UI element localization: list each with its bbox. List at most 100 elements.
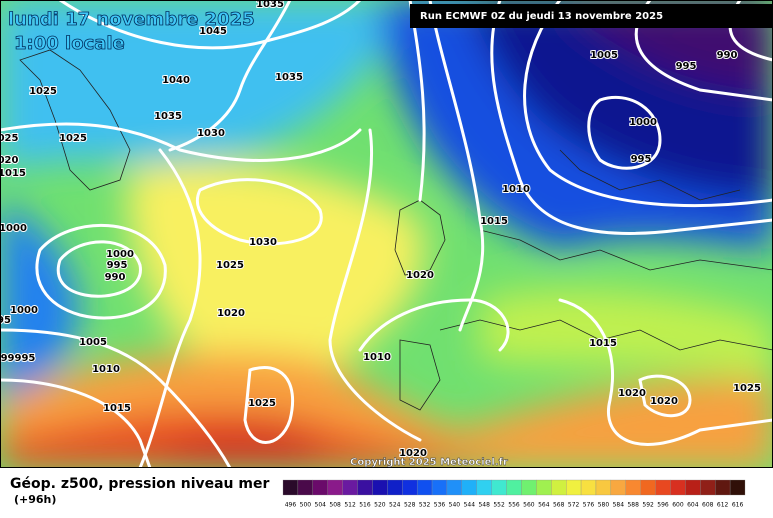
scale-label: 568 bbox=[553, 502, 565, 509]
scale-swatch bbox=[342, 479, 358, 496]
isobar-label: 1015 bbox=[103, 403, 131, 414]
isobar-contours bbox=[0, 0, 773, 468]
scale-label: 596 bbox=[657, 502, 669, 509]
scale-label: 580 bbox=[598, 502, 610, 509]
color-scale: 496 500 504 508 512 516 520 524 528 532 536 540 544 5… bbox=[282, 479, 746, 509]
isobar-label: 1005 bbox=[79, 337, 107, 348]
isobar-label: 1020 bbox=[217, 308, 245, 319]
scale-swatch bbox=[595, 479, 612, 496]
scale-label: 604 bbox=[687, 502, 699, 509]
isobar-label: 995 bbox=[676, 61, 697, 72]
isobar-label: 1035 bbox=[275, 72, 303, 83]
scale-swatch bbox=[670, 479, 686, 496]
isobar-label: 1020 bbox=[650, 396, 678, 407]
scale-label: 536 bbox=[434, 502, 446, 509]
legend-title: Géop. z500, pression niveau mer bbox=[10, 476, 269, 492]
scale-label: 512 bbox=[344, 502, 356, 509]
isobar-label: 1005 bbox=[590, 50, 618, 61]
isobar-label: 020 bbox=[0, 155, 18, 166]
isobar-label: 1015 bbox=[480, 216, 508, 227]
isobar-label: 1030 bbox=[197, 128, 225, 139]
scale-swatch bbox=[431, 479, 448, 496]
scale-swatch bbox=[372, 479, 388, 496]
scale-swatch bbox=[521, 479, 537, 496]
isobar-labels: 1035 1045 1040 1035 1025 1025 1035 1030 025 020 10… bbox=[0, 0, 762, 460]
scale-label: 520 bbox=[374, 502, 386, 509]
scale-label: 584 bbox=[613, 502, 625, 509]
coastlines bbox=[19, 49, 773, 411]
scale-label: 572 bbox=[568, 502, 580, 509]
scale-swatch bbox=[729, 479, 746, 496]
isobar-label: 1035 bbox=[154, 111, 182, 122]
isobar-label: 995 bbox=[631, 154, 652, 165]
scale-label: 532 bbox=[419, 502, 431, 509]
scale-swatch bbox=[491, 479, 507, 496]
scale-swatch bbox=[536, 479, 552, 496]
scale-swatch bbox=[625, 479, 641, 496]
legend-step: (+96h) bbox=[14, 493, 56, 506]
isobar-label: 1000 bbox=[0, 223, 27, 234]
isobar-label: 1010 bbox=[92, 364, 120, 375]
scale-label: 600 bbox=[672, 502, 684, 509]
map-field: 1035 1045 1040 1035 1025 1025 1035 1030 025 020 10… bbox=[0, 0, 773, 468]
scale-swatch bbox=[551, 479, 567, 496]
isobar-label: 95 bbox=[0, 315, 11, 326]
scale-label: 588 bbox=[627, 502, 639, 509]
scale-label: 576 bbox=[583, 502, 595, 509]
map-time: 1:00 locale bbox=[14, 33, 125, 54]
scale-label: 504 bbox=[315, 502, 327, 509]
isobar-label: 1045 bbox=[199, 26, 227, 37]
isobar-label: 1010 bbox=[502, 184, 530, 195]
scale-swatch bbox=[476, 479, 492, 496]
scale-label: 496 bbox=[285, 502, 297, 509]
isobar-label: 1030 bbox=[249, 237, 277, 248]
isobar-label: 1025 bbox=[29, 86, 57, 97]
scale-swatch bbox=[566, 479, 582, 496]
scale-label: 508 bbox=[329, 502, 341, 509]
isobar-label: 1025 bbox=[733, 383, 761, 394]
isobar-label: 1025 bbox=[248, 398, 276, 409]
isobar-label: 1020 bbox=[406, 270, 434, 281]
scale-swatch bbox=[297, 479, 313, 496]
scale-swatch bbox=[715, 479, 731, 496]
isobar-label: 995 bbox=[107, 260, 128, 271]
scale-swatch bbox=[416, 479, 433, 496]
scale-label: 548 bbox=[478, 502, 490, 509]
scale-label: 552 bbox=[493, 502, 505, 509]
scale-label: 544 bbox=[464, 502, 476, 509]
isobar-label: 1015 bbox=[589, 338, 617, 349]
isobar-label: 1015 bbox=[0, 168, 26, 179]
isobar-label: 1000 bbox=[106, 249, 134, 260]
isobar-label: 1025 bbox=[59, 133, 87, 144]
scale-label: 528 bbox=[404, 502, 416, 509]
isobar-label: 990 bbox=[105, 272, 126, 283]
isobar-label: 1025 bbox=[216, 260, 244, 271]
scale-label: 564 bbox=[538, 502, 550, 509]
scale-swatch bbox=[387, 479, 403, 496]
isobar-label: 1010 bbox=[363, 352, 391, 363]
scale-swatch bbox=[700, 479, 716, 496]
isobar-label: 1040 bbox=[162, 75, 190, 86]
isobar-label: 1035 bbox=[256, 0, 284, 10]
scale-swatch bbox=[655, 479, 671, 496]
scale-swatch bbox=[327, 479, 343, 496]
isobar-label: 1000 bbox=[10, 305, 38, 316]
scale-swatch bbox=[357, 479, 373, 496]
scale-swatch bbox=[640, 479, 656, 496]
scale-label: 612 bbox=[717, 502, 729, 509]
scale-label: 516 bbox=[359, 502, 371, 509]
scale-label: 500 bbox=[300, 502, 312, 509]
isobar-label: 025 bbox=[0, 133, 18, 144]
copyright: Copyright 2025 Meteociel.fr bbox=[350, 457, 508, 468]
scale-swatch bbox=[312, 479, 328, 496]
map-date: lundi 17 novembre 2025 bbox=[8, 9, 255, 30]
scale-label: 524 bbox=[389, 502, 401, 509]
scale-label: 592 bbox=[642, 502, 654, 509]
scale-label: 540 bbox=[449, 502, 461, 509]
scale-swatch bbox=[610, 479, 626, 496]
isobar-label: 1020 bbox=[399, 448, 427, 459]
scale-swatch bbox=[506, 479, 522, 496]
scale-swatch bbox=[282, 479, 299, 496]
